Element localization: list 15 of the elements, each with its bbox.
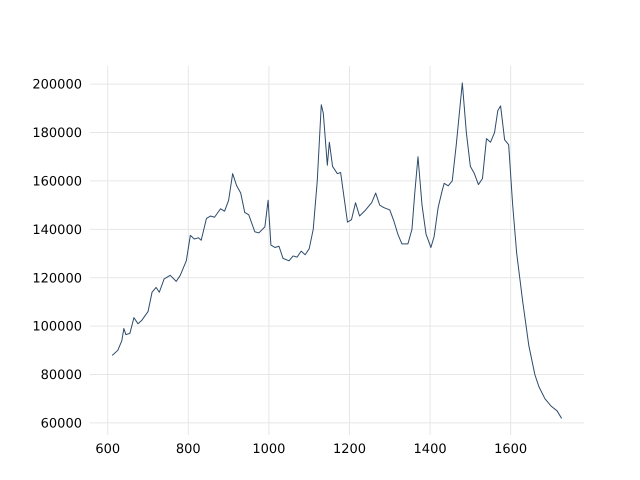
y-tick-label: 80000 [40,368,82,384]
x-tick-label: 600 [95,442,120,457]
x-tick-label: 800 [176,442,201,457]
line-series [112,82,562,419]
x-tick-label: 1600 [494,442,528,457]
y-tick-label: 160000 [32,174,82,190]
x-tick-label: 1200 [332,442,366,457]
y-tick-label: 60000 [40,416,82,432]
x-tick-label: 1400 [414,442,447,457]
y-tick-label: 200000 [32,78,82,93]
y-tick-label: 100000 [32,320,82,335]
x-tick-label: 1000 [252,442,286,457]
y-tick-label: 120000 [32,271,82,286]
y-tick-label: 140000 [32,222,82,238]
y-tick-label: 180000 [32,126,82,142]
